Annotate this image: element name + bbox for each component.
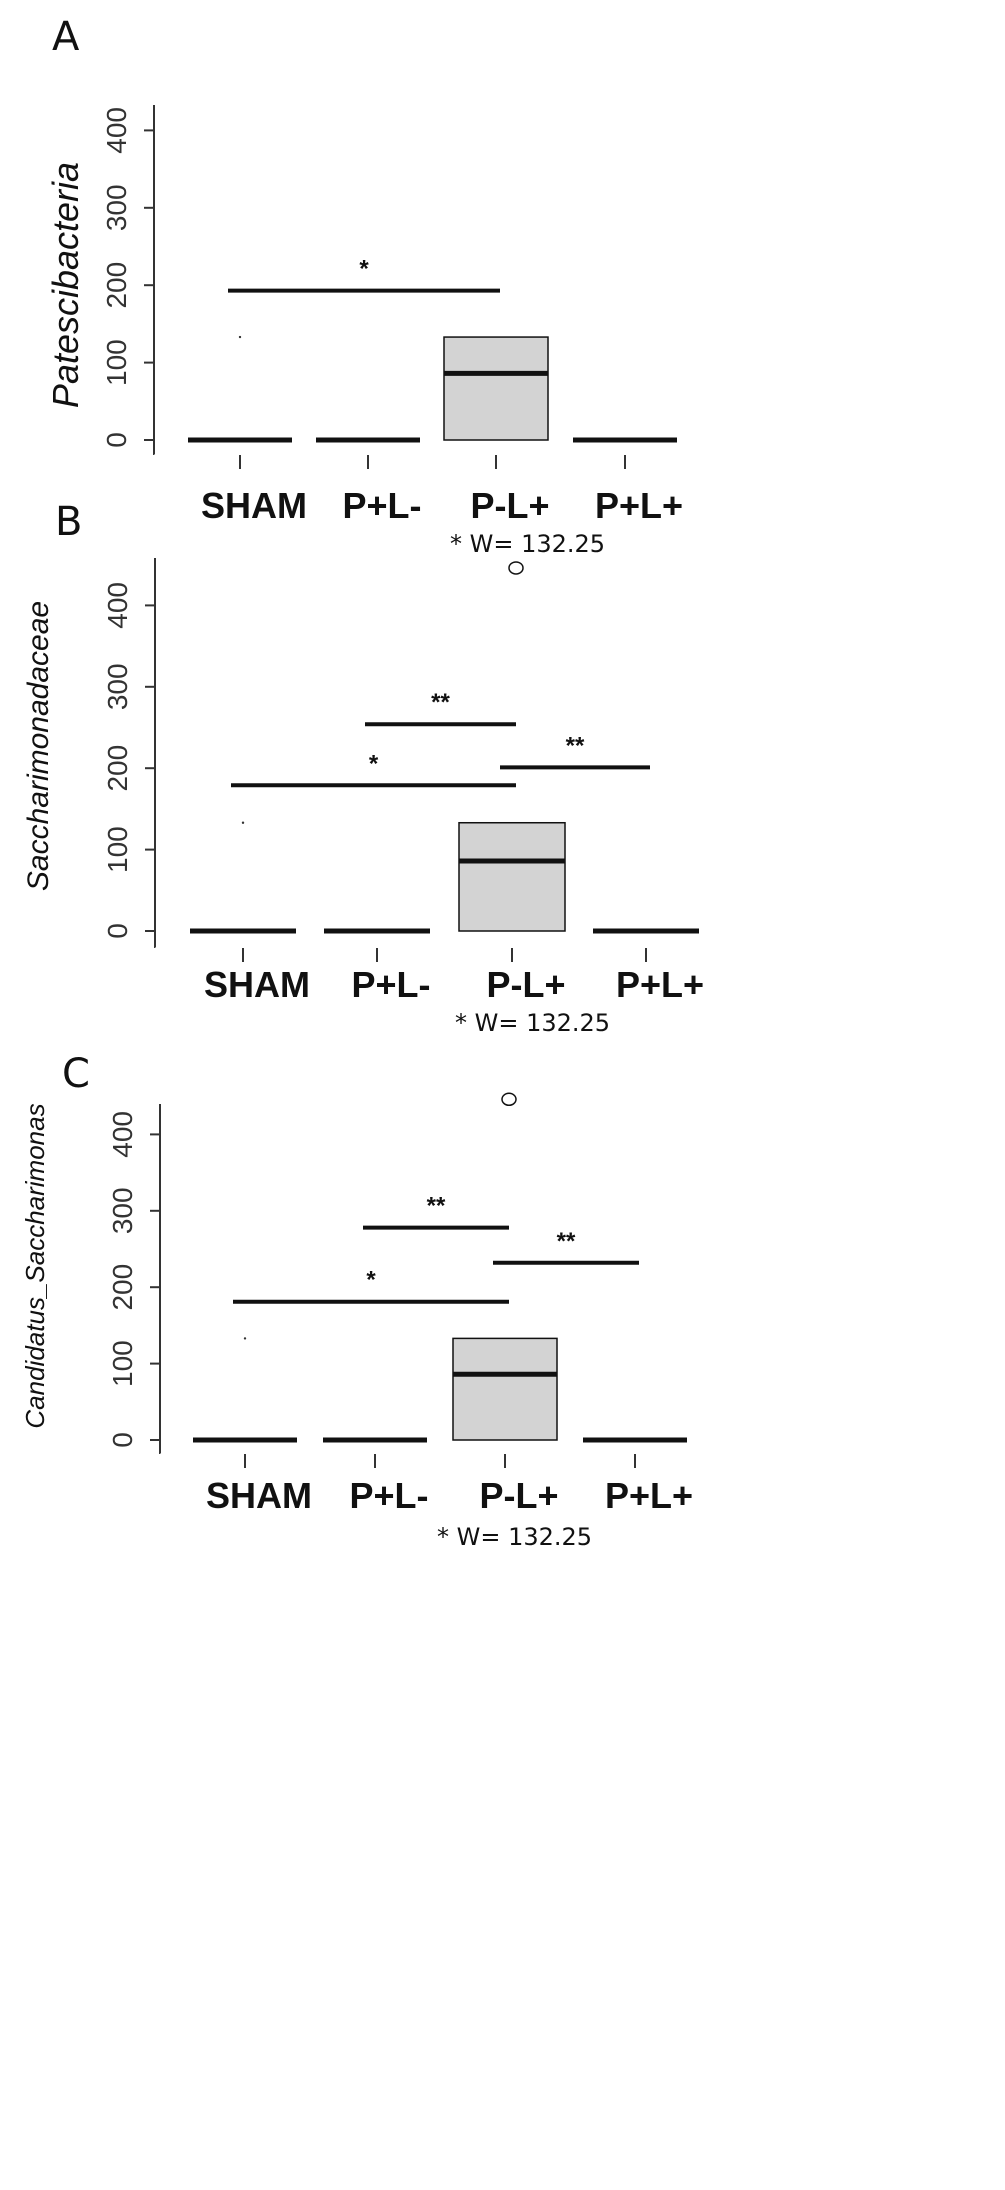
category-label: P-L+: [479, 1475, 558, 1516]
significance-stars: *: [366, 1267, 376, 1294]
y-tick-label: 300: [107, 1187, 138, 1234]
category-label: SHAM: [206, 1475, 312, 1516]
y-tick-label: 300: [102, 663, 133, 710]
y-tick-label: 200: [101, 262, 132, 309]
w-statistic-note: * W= 132.25: [437, 1523, 592, 1551]
category-label: P-L+: [486, 964, 565, 1005]
y-tick-label: 200: [107, 1264, 138, 1311]
category-label: P+L-: [349, 1475, 428, 1516]
y-tick-label: 200: [102, 745, 133, 792]
significance-stars: *: [369, 750, 379, 777]
tiny-mark: [238, 335, 242, 339]
box: [443, 336, 549, 441]
category-label: P+L+: [616, 964, 704, 1005]
panel-letter: B: [55, 499, 82, 545]
y-tick-label: 100: [107, 1340, 138, 1387]
category-label: P+L+: [605, 1475, 693, 1516]
outlier-point: [501, 1092, 517, 1107]
y-tick-label: 100: [101, 339, 132, 386]
w-statistic-note: * W= 132.25: [450, 530, 605, 558]
significance-stars: **: [557, 1228, 576, 1255]
y-tick-label: 0: [101, 432, 132, 448]
y-tick-label: 0: [107, 1432, 138, 1448]
category-label: P-L+: [470, 485, 549, 526]
y-axis-label: Candidatus_Saccharimonas: [20, 1103, 50, 1428]
panel-b: B 0 100 200 300 400 Saccharimonadaceae SHAM P+L-…: [22, 499, 1000, 1037]
tiny-mark: [243, 1337, 247, 1340]
category-label: SHAM: [204, 964, 310, 1005]
category-label: SHAM: [201, 485, 307, 526]
category-label: P+L-: [342, 485, 421, 526]
panel-a: A 0 100 200 300 400 Patescibacteria SHAM P+L- P-L…: [45, 14, 1000, 558]
panel-letter: A: [52, 14, 80, 60]
significance-stars: **: [427, 1193, 446, 1220]
tiny-mark: [241, 821, 245, 824]
y-axis-label: Saccharimonadaceae: [22, 601, 55, 891]
box: [458, 821, 566, 932]
significance-stars: **: [431, 689, 450, 716]
box: [452, 1337, 558, 1441]
y-tick-label: 400: [107, 1111, 138, 1158]
outlier-point: [508, 561, 524, 575]
significance-stars: *: [359, 256, 369, 283]
y-tick-label: 300: [101, 184, 132, 231]
category-label: P+L+: [595, 485, 683, 526]
w-statistic-note: * W= 132.25: [455, 1009, 610, 1037]
category-label: P+L-: [351, 964, 430, 1005]
y-axis-label: Patescibacteria: [45, 162, 86, 408]
panel-letter: C: [62, 1051, 90, 1097]
y-tick-label: 0: [102, 923, 133, 939]
y-tick-label: 400: [101, 107, 132, 154]
significance-stars: **: [566, 732, 585, 759]
y-tick-label: 100: [102, 826, 133, 873]
panel-c: C 0 100 200 300 400 Candidatus_Saccharimonas SH…: [20, 1051, 1000, 1551]
y-tick-label: 400: [102, 582, 133, 629]
